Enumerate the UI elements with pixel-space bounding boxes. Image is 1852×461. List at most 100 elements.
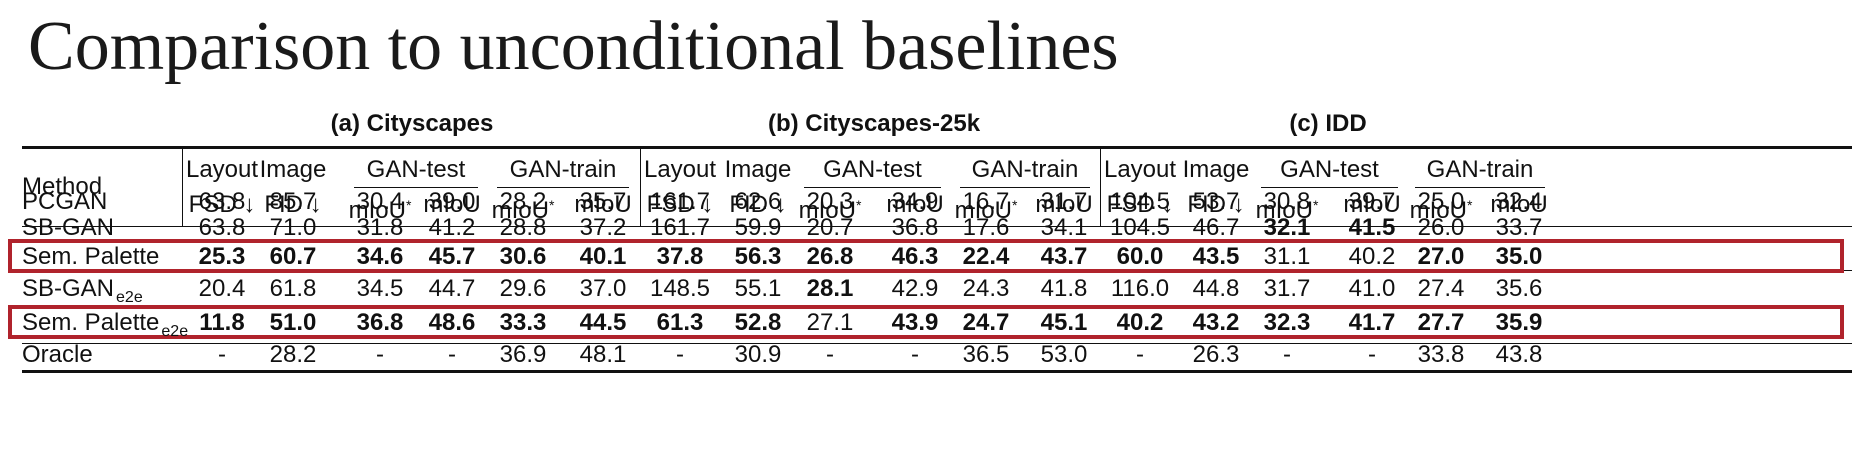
column-separator xyxy=(182,148,183,226)
table-cell: 33.7 xyxy=(1495,214,1543,241)
table-cell: 11.8 xyxy=(199,309,245,336)
table-cell: 34.6 xyxy=(356,243,404,270)
table-cell: 25.0 xyxy=(1417,188,1465,215)
table-rule xyxy=(22,146,1852,149)
metric-header: mIoU* xyxy=(483,188,563,224)
metric-header: FSD ↓ xyxy=(1100,188,1180,222)
table-cell: 41.7 xyxy=(1348,309,1396,336)
table-cell: 41.8 xyxy=(1040,275,1088,302)
table-cell: 44.8 xyxy=(1192,275,1240,302)
header-underline xyxy=(497,187,629,188)
metric-label: FID ↓ xyxy=(264,191,322,218)
table-cell: 60.0 xyxy=(1116,243,1164,270)
table-cell: 22.4 xyxy=(962,243,1010,270)
table-cell: 43.7 xyxy=(1040,243,1088,270)
table-cell: 55.1 xyxy=(734,275,782,302)
table-cell: 63.8 xyxy=(198,214,246,241)
table-cell: 36.9 xyxy=(499,341,547,368)
metric-header: FSD ↓ xyxy=(182,188,262,222)
table-cell: 48.1 xyxy=(579,341,627,368)
metric-header: FID ↓ xyxy=(718,188,798,222)
table-cell: 31.8 xyxy=(356,214,404,241)
metric-header: mIoU xyxy=(412,188,492,222)
table-cell: 31.1 xyxy=(1263,243,1311,270)
column-separator xyxy=(1100,148,1101,226)
metric-label: FSD ↓ xyxy=(646,191,714,218)
table-cell: 20.4 xyxy=(198,275,246,302)
table-cell: 104.5 xyxy=(1109,214,1171,241)
table-cell: 34.1 xyxy=(1040,214,1088,241)
metric-label: mIoU xyxy=(1343,191,1401,218)
table-rule xyxy=(22,226,1852,227)
table-cell: 41.2 xyxy=(428,214,476,241)
metric-label: mIoU xyxy=(1255,197,1313,224)
method-label: Sem. Palette xyxy=(22,243,160,270)
metric-label: FSD ↓ xyxy=(188,191,256,218)
metric-header: mIoU* xyxy=(340,188,420,224)
header-underline xyxy=(1415,187,1545,188)
table-cell: 30.8 xyxy=(1263,188,1311,215)
metric-label: mIoU xyxy=(491,197,549,224)
table-cell: 48.6 xyxy=(428,309,476,336)
metric-header: mIoU xyxy=(1024,188,1104,222)
metric-label: FSD ↓ xyxy=(1106,191,1174,218)
metric-label: mIoU xyxy=(1409,197,1467,224)
table-cell: 43.8 xyxy=(1495,341,1543,368)
table-cell: 28.1 xyxy=(806,275,854,302)
table-cell: 31.7 xyxy=(1040,188,1088,215)
table-cell: 27.1 xyxy=(806,309,854,336)
header-gan-test: GAN-test xyxy=(823,156,922,183)
method-label: PCGAN xyxy=(22,188,108,215)
table-cell: 29.6 xyxy=(499,275,547,302)
table-cell: 32.4 xyxy=(1495,188,1543,215)
header-underline xyxy=(804,187,941,188)
dataset-group-title: (c) IDD xyxy=(1289,110,1367,137)
table-cell: 62.6 xyxy=(734,188,782,215)
table-cell: 20.7 xyxy=(806,214,854,241)
metric-label: mIoU xyxy=(1035,191,1093,218)
table-cell: 34.5 xyxy=(356,275,404,302)
table-cell: 35.0 xyxy=(1495,243,1543,270)
method-column-header: Method xyxy=(22,173,103,200)
table-cell: 104.5 xyxy=(1109,188,1171,215)
method-name: SB-GAN e2e xyxy=(20,272,184,306)
header-layout: Layout xyxy=(643,156,717,183)
table-cell: 35.6 xyxy=(1495,275,1543,302)
table-cell: 20.3 xyxy=(806,188,854,215)
header-image: Image xyxy=(259,156,327,183)
table-cell: 37.0 xyxy=(579,275,627,302)
table-cell: 40.2 xyxy=(1348,243,1396,270)
table-cell: - xyxy=(1368,341,1376,368)
metric-header: mIoU xyxy=(1332,188,1412,222)
header-layout: Layout xyxy=(185,156,259,183)
table-cell: 44.5 xyxy=(579,309,627,336)
metric-header: mIoU xyxy=(875,188,955,222)
asterisk-mark: * xyxy=(1011,197,1018,213)
metric-label: FID ↓ xyxy=(1187,191,1245,218)
asterisk-mark: * xyxy=(405,197,412,213)
metric-label: mIoU xyxy=(886,191,944,218)
table-cell: 30.9 xyxy=(734,341,782,368)
table-cell: 35.9 xyxy=(1495,309,1543,336)
header-underline xyxy=(354,187,478,188)
table-cell: 42.9 xyxy=(891,275,939,302)
table-cell: 40.1 xyxy=(579,243,627,270)
method-label: SB-GAN xyxy=(22,214,115,241)
table-cell: 43.2 xyxy=(1192,309,1240,336)
table-cell: - xyxy=(448,341,456,368)
table-cell: 24.3 xyxy=(962,275,1010,302)
table-cell: 26.0 xyxy=(1417,214,1465,241)
metric-header: FSD ↓ xyxy=(640,188,720,222)
table-bottom-rule xyxy=(22,370,1852,373)
table-cell: - xyxy=(1283,341,1291,368)
header-layout: Layout xyxy=(1103,156,1177,183)
header-gan-test: GAN-test xyxy=(366,156,466,183)
method-name: PCGAN xyxy=(20,185,184,219)
table-cell: 32.3 xyxy=(1263,309,1311,336)
table-cell: 148.5 xyxy=(649,275,711,302)
table-rule xyxy=(22,343,1852,344)
table-cell: 27.7 xyxy=(1417,309,1465,336)
table-cell: 44.7 xyxy=(428,275,476,302)
table-cell: 39.0 xyxy=(428,188,476,215)
method-name: Sem. Palette xyxy=(20,240,184,274)
